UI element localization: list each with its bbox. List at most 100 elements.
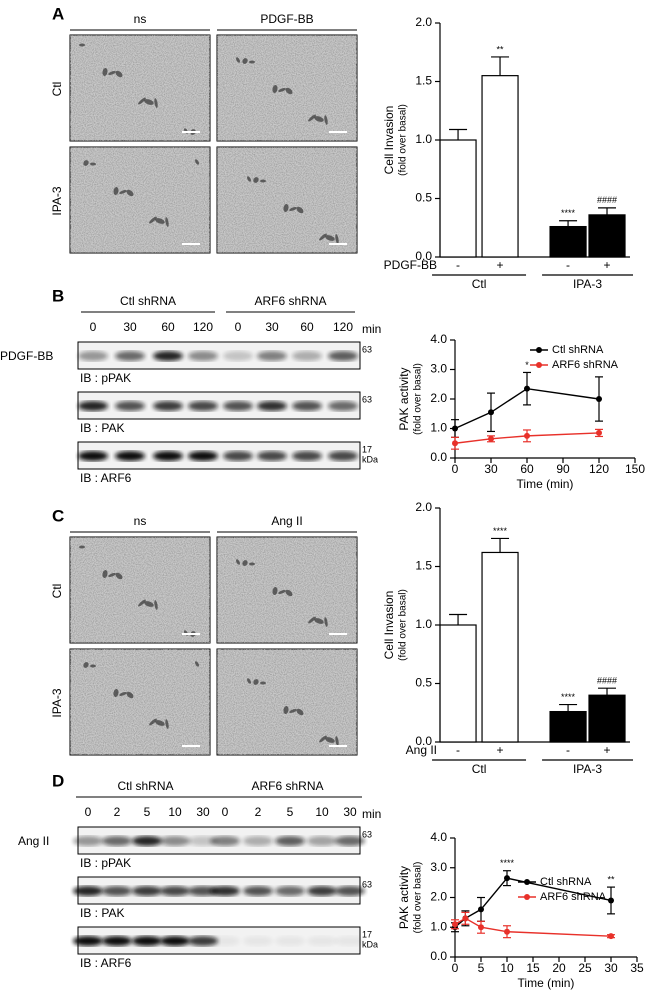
band (243, 886, 273, 896)
legend-marker (536, 347, 542, 353)
micrograph-texture (70, 537, 210, 643)
band (328, 401, 358, 411)
y-axis-title: PAK activity (397, 367, 411, 430)
lane-label: 5 (144, 805, 151, 819)
point (504, 928, 510, 935)
x-tick-label: + (604, 258, 611, 272)
treatment-label: Ang II (18, 834, 49, 848)
blot-size: 63 (362, 829, 372, 839)
bar (439, 624, 477, 743)
band (78, 451, 108, 461)
band (275, 886, 305, 896)
cell (260, 179, 266, 183)
band (115, 351, 145, 361)
y-tick-label: 1.5 (415, 74, 432, 88)
column-label: ns (134, 12, 147, 26)
cell (285, 87, 293, 95)
lane-label: 0 (235, 320, 242, 334)
significance: ** (607, 874, 615, 884)
x-tick-label: - (456, 258, 460, 272)
cell (324, 115, 328, 125)
cell (289, 709, 297, 713)
blot-label: IB : PAK (80, 421, 124, 435)
band (78, 351, 108, 361)
x-tick-label: 10 (500, 961, 514, 975)
cell (283, 204, 289, 212)
lane-label: 10 (315, 805, 329, 819)
band (73, 936, 103, 946)
legend-marker (536, 362, 542, 368)
group-label: Ctl (472, 277, 487, 291)
band (328, 351, 358, 361)
band (257, 451, 287, 461)
x-axis-title: Time (min) (518, 976, 575, 990)
lane-label: 0 (90, 320, 97, 334)
blot-size: 63 (362, 394, 372, 404)
blot-label: IB : PAK (80, 906, 124, 920)
cell (289, 207, 297, 211)
significance: **** (493, 526, 508, 536)
bar (439, 139, 477, 258)
series-line (454, 432, 600, 444)
lane-label: 2 (114, 805, 121, 819)
band (153, 401, 183, 411)
group-label: Ctl shRNA (120, 294, 176, 308)
cell (149, 216, 157, 224)
band (223, 451, 253, 461)
lane-label: 120 (333, 320, 353, 334)
significance: * (525, 360, 529, 370)
cell (119, 190, 127, 194)
micrograph-texture (70, 35, 210, 141)
band (188, 886, 218, 896)
panel-letter: A (52, 4, 64, 23)
y-tick-label: 4.0 (430, 332, 447, 346)
cell (324, 617, 328, 627)
point (478, 924, 484, 931)
significance: **** (561, 692, 576, 702)
point (608, 897, 614, 904)
point (488, 435, 494, 442)
band (132, 936, 162, 946)
cell (314, 618, 324, 624)
cell (113, 689, 119, 697)
y-tick-label: 0.0 (415, 249, 432, 263)
cell (308, 114, 316, 122)
x-tick-label: 150 (625, 462, 645, 476)
band (102, 836, 132, 846)
x-tick-label: 20 (552, 961, 566, 975)
point (478, 906, 484, 913)
y-tick-label: 1.5 (415, 559, 432, 573)
lane-label: 30 (265, 320, 279, 334)
cell (144, 601, 154, 607)
y-axis-subtitle: (fold over basal) (398, 104, 409, 176)
legend-label: Ctl shRNA (552, 344, 604, 356)
cell (165, 217, 169, 227)
x-axis-title: Time (min) (517, 477, 574, 491)
band (292, 351, 322, 361)
cell (335, 736, 339, 746)
legend-label: Ctl shRNA (540, 876, 592, 888)
point (596, 396, 602, 402)
legend-marker (524, 879, 530, 885)
x-tick-label: 90 (556, 462, 570, 476)
cell (272, 85, 278, 93)
x-tick-label: 0 (452, 961, 459, 975)
x-tick-label: 15 (526, 961, 540, 975)
cell (260, 681, 266, 685)
band (292, 401, 322, 411)
cell (283, 706, 289, 714)
cell (253, 177, 259, 183)
significance: #### (597, 195, 617, 205)
legend-label: ARF6 shRNA (552, 359, 619, 371)
point (452, 440, 458, 447)
band (243, 936, 273, 946)
band (73, 886, 103, 896)
band (188, 836, 218, 846)
cell (126, 691, 134, 699)
band (257, 351, 287, 361)
cell (249, 562, 255, 566)
cell (236, 57, 240, 63)
band (115, 451, 145, 461)
band (292, 451, 322, 461)
cell (79, 43, 85, 47)
